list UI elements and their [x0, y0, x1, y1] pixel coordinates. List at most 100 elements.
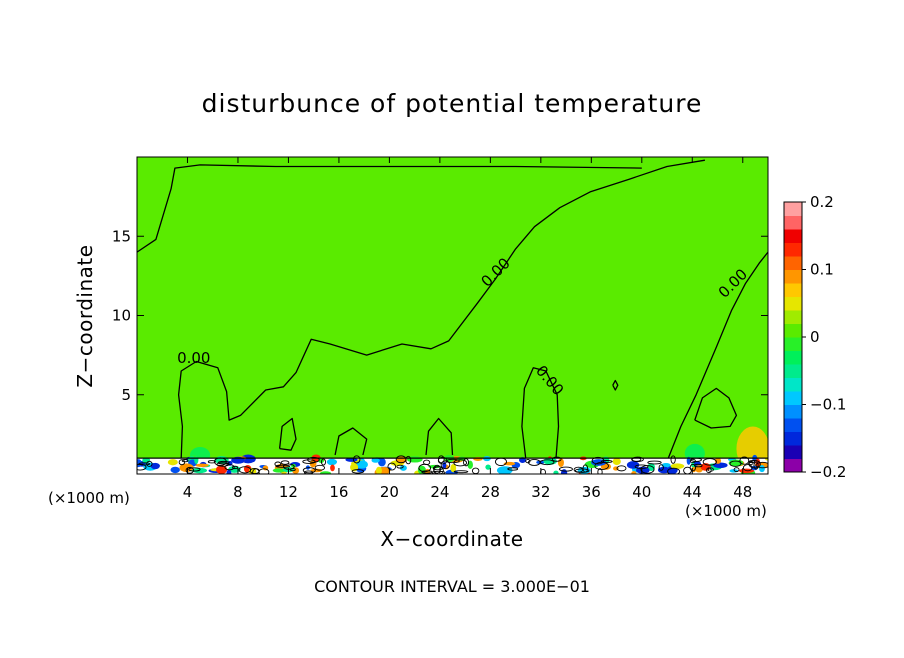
x-tick-label: 48: [733, 483, 752, 501]
colorbar-swatch: [784, 242, 802, 257]
contour-line: [521, 367, 560, 459]
surface-blob: [485, 464, 491, 470]
surface-blob: [631, 470, 637, 474]
surface-contour: [525, 459, 531, 464]
colorbar-tick-label: 0.1: [810, 261, 834, 279]
surface-contour: [729, 460, 742, 467]
surface-contour: [755, 461, 768, 469]
contour-line: [612, 379, 619, 391]
surface-contour: [302, 467, 316, 474]
surface-contour: [742, 464, 753, 472]
surface-contour: [387, 462, 397, 471]
surface-blob: [375, 466, 382, 474]
x-tick-label: 12: [279, 483, 298, 501]
surface-contour: [188, 467, 201, 472]
x-axis: 4 8 12 16 20 24 28 32 36 40 44 48: [183, 157, 752, 501]
surface-contour: [437, 456, 448, 465]
colorbar-tick-label: −0.2: [810, 463, 846, 481]
surface-contour: [694, 463, 703, 468]
y-axis: 5 10 15: [112, 227, 768, 404]
surface-contour: [418, 463, 432, 473]
surface-blob: [686, 456, 691, 465]
colorbar-swatch: [784, 215, 802, 230]
contour-line: [137, 164, 642, 253]
surface-contour: [707, 467, 714, 472]
surface-blob: [226, 469, 232, 474]
surface-blob: [378, 457, 386, 467]
colorbar-swatch: [784, 377, 802, 392]
plot-area: [137, 157, 768, 474]
x-tick-label: 24: [430, 483, 449, 501]
surface-contour: [289, 468, 296, 472]
surface-contour: [445, 458, 460, 464]
colorbar-swatch: [784, 445, 802, 459]
surface-blob: [272, 468, 286, 473]
surface-contour: [667, 467, 681, 474]
colorbar-swatch: [784, 350, 802, 365]
colorbar-swatch: [784, 229, 802, 243]
surface-blob: [503, 461, 516, 466]
colorbar-swatch: [784, 337, 802, 351]
contour-line: [334, 427, 368, 456]
surface-blob: [179, 463, 194, 473]
surface-blob: [216, 465, 228, 474]
colorbar-swatch: [784, 256, 802, 270]
x-tick-label: 36: [582, 483, 601, 501]
surface-blob: [557, 458, 564, 468]
colorbar-swatch: [784, 269, 802, 284]
surface-contour: [558, 466, 573, 472]
colorbar-swatch: [784, 364, 802, 378]
surface-blob: [330, 464, 335, 472]
surface-contour: [739, 456, 750, 465]
surface-contour: [647, 460, 662, 465]
y-tick-label: 15: [112, 227, 131, 245]
surface-blob: [150, 462, 160, 470]
surface-contour: [689, 458, 696, 464]
surface-contour: [753, 461, 759, 470]
surface-contour: [321, 458, 326, 466]
surface-blob: [326, 458, 338, 466]
surface-blob: [345, 457, 358, 462]
surface-contour: [146, 460, 153, 467]
x-tick-label: 44: [683, 483, 702, 501]
surface-blob: [561, 469, 568, 474]
surface-contour: [539, 459, 555, 466]
surface-contour: [138, 462, 151, 466]
surface-contour: [352, 455, 361, 464]
colorbar-swatch: [784, 296, 802, 311]
x-axis-label: X−coordinate: [380, 527, 523, 551]
x-tick-label: 40: [632, 483, 651, 501]
surface-contour: [747, 461, 754, 466]
colorbar-tick-label: 0: [810, 328, 820, 346]
surface-contour: [574, 468, 590, 473]
surface-contour: [440, 460, 451, 470]
x-tick-label: 32: [531, 483, 550, 501]
colorbar-tick-label: 0.2: [810, 193, 834, 211]
surface-blob: [167, 459, 178, 466]
x-tick-label: 20: [380, 483, 399, 501]
colorbar-swatch: [784, 404, 802, 419]
surface-blob: [371, 458, 380, 463]
x-tick-label: 28: [481, 483, 500, 501]
surface-contour: [351, 469, 365, 474]
surface-contour: [185, 466, 195, 474]
surface-contour: [670, 455, 676, 464]
surface-contour: [181, 459, 189, 463]
colorbar: 0.2 0.1 0 −0.1 −0.2: [783, 193, 846, 481]
surface-blob: [647, 463, 655, 471]
x-tick-label: 8: [233, 483, 243, 501]
surface-blob: [657, 466, 671, 474]
surface-contour: [207, 460, 216, 464]
contour-line: [694, 387, 738, 429]
surface-contour: [395, 455, 407, 464]
surface-blob: [170, 466, 180, 474]
contour-lines: [137, 159, 768, 459]
surface-contour: [137, 463, 147, 471]
surface-contour: [302, 459, 316, 464]
y-axis-label: Z−coordinate: [73, 244, 97, 387]
colorbar-swatch: [784, 458, 802, 473]
surface-blob: [406, 456, 423, 463]
y-tick-label: 10: [112, 307, 131, 325]
colorbar-swatch: [784, 418, 802, 432]
